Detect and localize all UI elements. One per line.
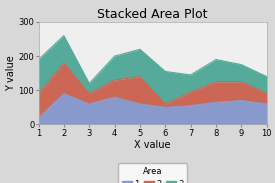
Legend: 1, 2, 3: 1, 2, 3: [119, 163, 187, 183]
X-axis label: X value: X value: [134, 140, 171, 150]
Title: Stacked Area Plot: Stacked Area Plot: [97, 8, 208, 21]
Y-axis label: Y value: Y value: [6, 55, 16, 91]
